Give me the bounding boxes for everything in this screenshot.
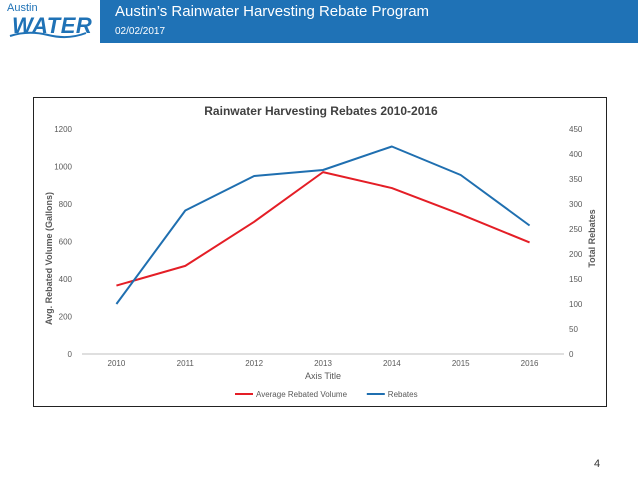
y-axis-title: Avg. Rebated Volume (Gallons): [44, 192, 54, 325]
series-line-average-rebated-volume: [116, 171, 530, 287]
chart-frame: Rainwater Harvesting Rebates 2010-2016 0 2…: [33, 97, 607, 407]
slide-date: 02/02/2017: [115, 26, 166, 37]
y-tick-label: 0: [68, 350, 73, 359]
x-tick-label: 2014: [383, 359, 401, 368]
y2-tick-label: 300: [569, 200, 583, 209]
y2-tick-label: 0: [569, 350, 574, 359]
y-tick-label: 200: [59, 313, 73, 322]
chart-title: Rainwater Harvesting Rebates 2010-2016: [204, 104, 438, 118]
legend-label: Average Rebated Volume: [256, 390, 348, 399]
austin-water-logo[interactable]: Austin WATER: [0, 0, 100, 43]
slide-title: Austin’s Rainwater Harvesting Rebate Pro…: [115, 3, 430, 20]
x-tick-label: 2012: [245, 359, 263, 368]
x-tick-label: 2016: [521, 359, 539, 368]
y-tick-label: 400: [59, 275, 73, 284]
header-bar: Austin WATER Austin’s Rainwater Harvesti…: [0, 0, 638, 43]
y-tick-label: 1200: [54, 125, 72, 134]
x-axis-title: Axis Title: [305, 371, 341, 381]
line-chart: Rainwater Harvesting Rebates 2010-2016 0 2…: [44, 104, 597, 399]
legend-label: Rebates: [388, 390, 418, 399]
series-line-rebates: [115, 145, 531, 305]
x-tick-label: 2011: [177, 359, 195, 368]
x-tick-label: 2015: [452, 359, 470, 368]
x-tick-label: 2010: [108, 359, 126, 368]
logo-text-austin: Austin: [7, 2, 38, 14]
x-tick-label: 2013: [314, 359, 332, 368]
page-number: 4: [594, 458, 601, 470]
y-tick-label: 1000: [54, 163, 72, 172]
y2-tick-label: 100: [569, 300, 583, 309]
y-tick-label: 600: [59, 238, 73, 247]
y-tick-label: 800: [59, 200, 73, 209]
logo-wave-icon: [9, 31, 87, 39]
y2-tick-label: 350: [569, 175, 583, 184]
y2-tick-label: 200: [569, 250, 583, 259]
y2-axis-title: Total Rebates: [587, 209, 597, 267]
y2-tick-label: 150: [569, 275, 583, 284]
y2-tick-label: 50: [569, 325, 578, 334]
y2-tick-label: 400: [569, 150, 583, 159]
y2-tick-label: 450: [569, 125, 583, 134]
y2-tick-label: 250: [569, 225, 583, 234]
